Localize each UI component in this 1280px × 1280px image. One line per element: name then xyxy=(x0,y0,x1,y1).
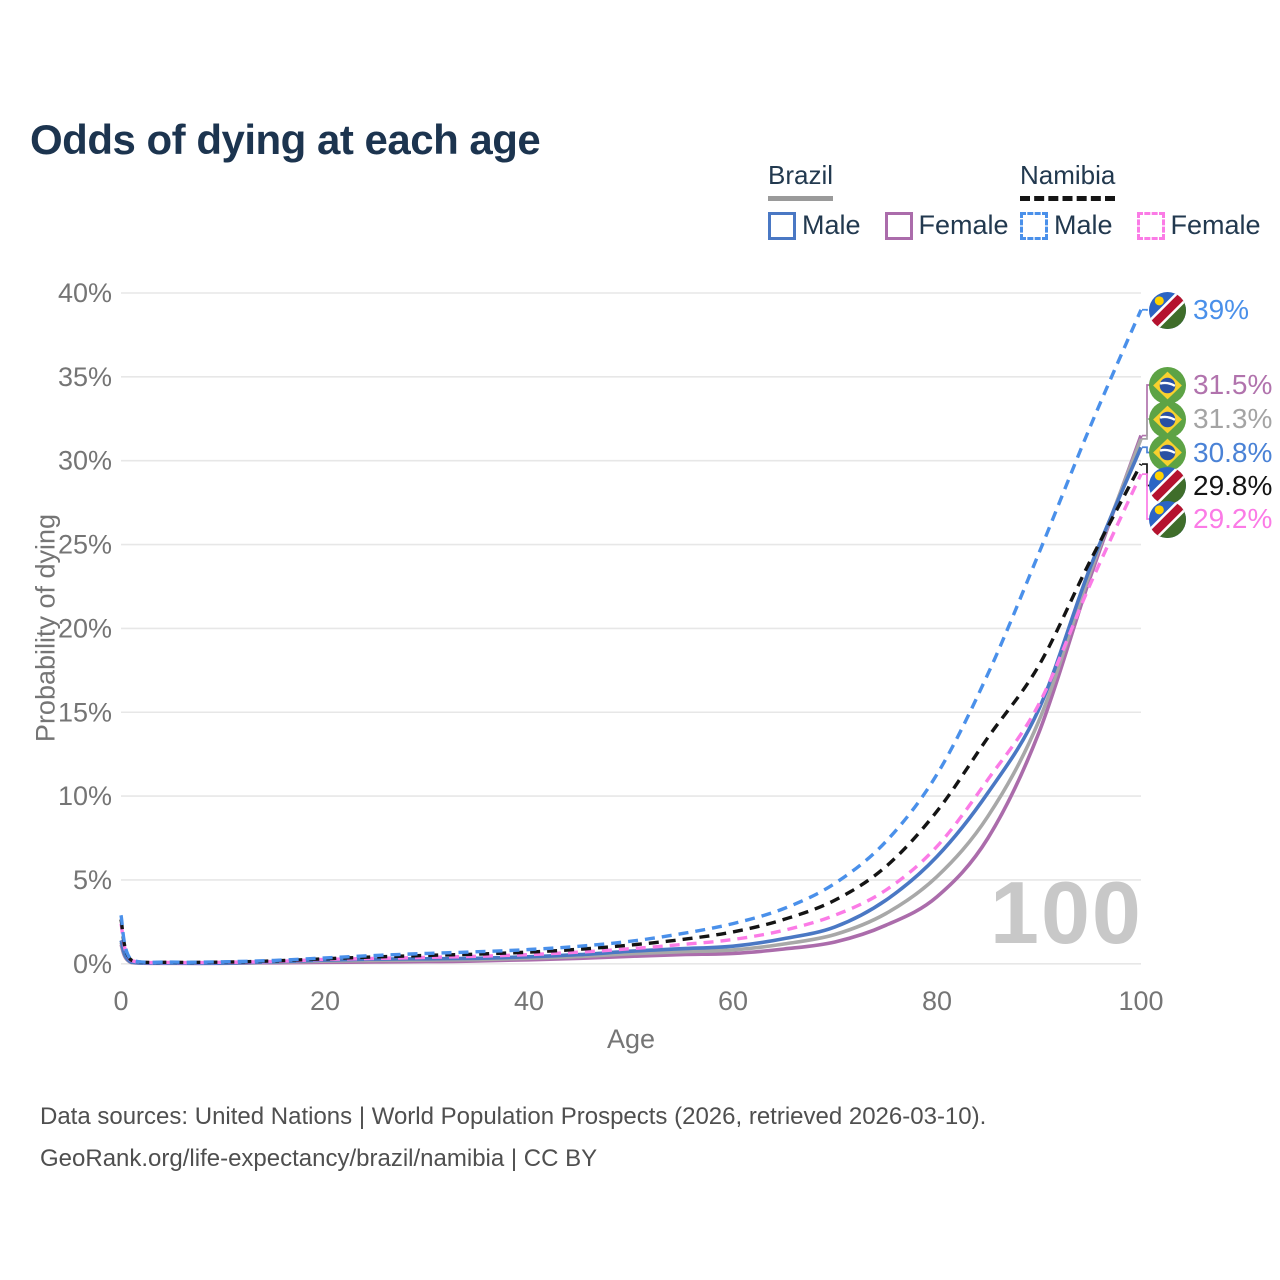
legend-label-brazil-female: Female xyxy=(918,210,1009,240)
x-tick-label-0: 0 xyxy=(113,986,128,1016)
brazil-male-swatch-icon[interactable] xyxy=(768,211,796,240)
x-tick-label-100: 100 xyxy=(1118,986,1163,1016)
end-label-brazil-female: 31.5% xyxy=(1149,366,1272,404)
brazil-flag-icon xyxy=(1149,367,1186,404)
brazil-flag-icon xyxy=(1149,434,1186,471)
end-label-value-namibia-female: 29.2% xyxy=(1193,503,1273,534)
line-brazil-female[interactable] xyxy=(119,434,1143,966)
y-tick-label-15: 15% xyxy=(58,697,112,727)
footer: Data sources: United Nations | World Pop… xyxy=(40,1096,986,1180)
legend-group-brazil: Brazil Male Female xyxy=(768,160,1025,241)
footer-link-line: GeoRank.org/life-expectancy/brazil/namib… xyxy=(40,1145,598,1172)
line-brazil-total[interactable] xyxy=(119,438,1143,966)
end-label-brazil-total: 31.3% xyxy=(1149,400,1272,438)
legend-item-namibia-male[interactable]: Male xyxy=(1020,210,1113,241)
brazil-flag-icon xyxy=(1149,401,1186,438)
legend-item-brazil-male[interactable]: Male xyxy=(768,210,861,241)
legend-item-brazil-female[interactable]: Female xyxy=(884,210,1009,241)
x-tick-label-80: 80 xyxy=(922,986,952,1016)
y-tick-label-5: 5% xyxy=(73,865,112,895)
end-label-namibia-male: 39% xyxy=(1149,291,1249,329)
end-label-value-brazil-total: 31.3% xyxy=(1193,403,1273,434)
line-namibia-female[interactable] xyxy=(119,473,1143,965)
line-namibia-male[interactable] xyxy=(119,309,1143,965)
end-label-namibia-total: 29.8% xyxy=(1149,467,1272,505)
namibia-flag-icon xyxy=(1149,467,1186,504)
legend-label-namibia-female: Female xyxy=(1170,210,1261,240)
y-tick-label-20: 20% xyxy=(58,613,112,643)
legend-group-namibia: Namibia Male Female xyxy=(1020,160,1277,241)
end-label-value-namibia-male: 39% xyxy=(1193,294,1250,325)
legend-country-namibia: Namibia xyxy=(1020,160,1116,201)
line-namibia-total[interactable] xyxy=(119,463,1143,965)
footer-source-line: Data sources: United Nations | World Pop… xyxy=(40,1103,987,1130)
end-label-namibia-female: 29.2% xyxy=(1149,500,1272,538)
legend-item-namibia-female[interactable]: Female xyxy=(1136,210,1261,241)
y-tick-label-0: 0% xyxy=(73,949,112,979)
namibia-flag-icon xyxy=(1149,501,1186,538)
y-tick-label-35: 35% xyxy=(58,362,112,392)
end-label-brazil-male: 30.8% xyxy=(1149,434,1272,472)
page-title: Odds of dying at each age xyxy=(30,116,541,164)
x-tick-label-60: 60 xyxy=(718,986,748,1016)
namibia-male-swatch-icon[interactable] xyxy=(1020,211,1048,240)
namibia-flag-icon xyxy=(1149,292,1186,329)
end-label-value-namibia-total: 29.8% xyxy=(1193,469,1273,501)
y-tick-label-40: 40% xyxy=(58,278,112,308)
end-label-value-brazil-female: 31.5% xyxy=(1193,369,1273,400)
y-tick-label-25: 25% xyxy=(58,530,112,560)
legend-label-brazil-male: Male xyxy=(802,210,861,240)
y-tick-label-10: 10% xyxy=(58,781,112,811)
end-label-value-brazil-male: 30.8% xyxy=(1193,436,1273,468)
legend-country-brazil: Brazil xyxy=(768,160,834,201)
y-tick-label-30: 30% xyxy=(58,446,112,476)
line-brazil-male[interactable] xyxy=(119,446,1143,966)
brazil-female-swatch-icon[interactable] xyxy=(884,211,913,240)
legend-label-namibia-male: Male xyxy=(1054,210,1113,240)
x-tick-label-40: 40 xyxy=(514,986,544,1016)
namibia-female-swatch-icon[interactable] xyxy=(1136,211,1165,240)
x-axis-title: Age xyxy=(606,1024,656,1054)
x-tick-label-20: 20 xyxy=(310,986,340,1016)
